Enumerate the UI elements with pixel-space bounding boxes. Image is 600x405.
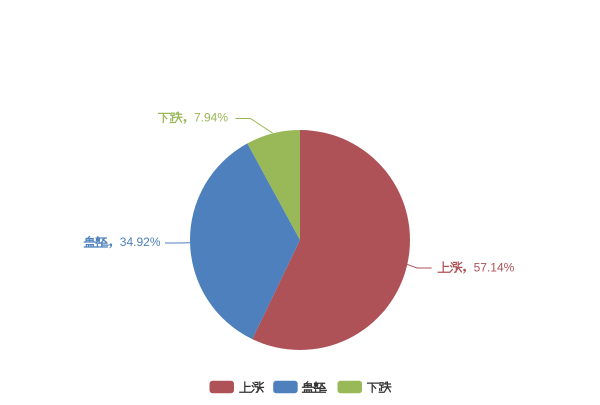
svg-text:7.94%: 7.94% [194,111,228,125]
svg-text:57.14%: 57.14% [474,260,515,274]
svg-text:34.92%: 34.92% [120,235,161,249]
